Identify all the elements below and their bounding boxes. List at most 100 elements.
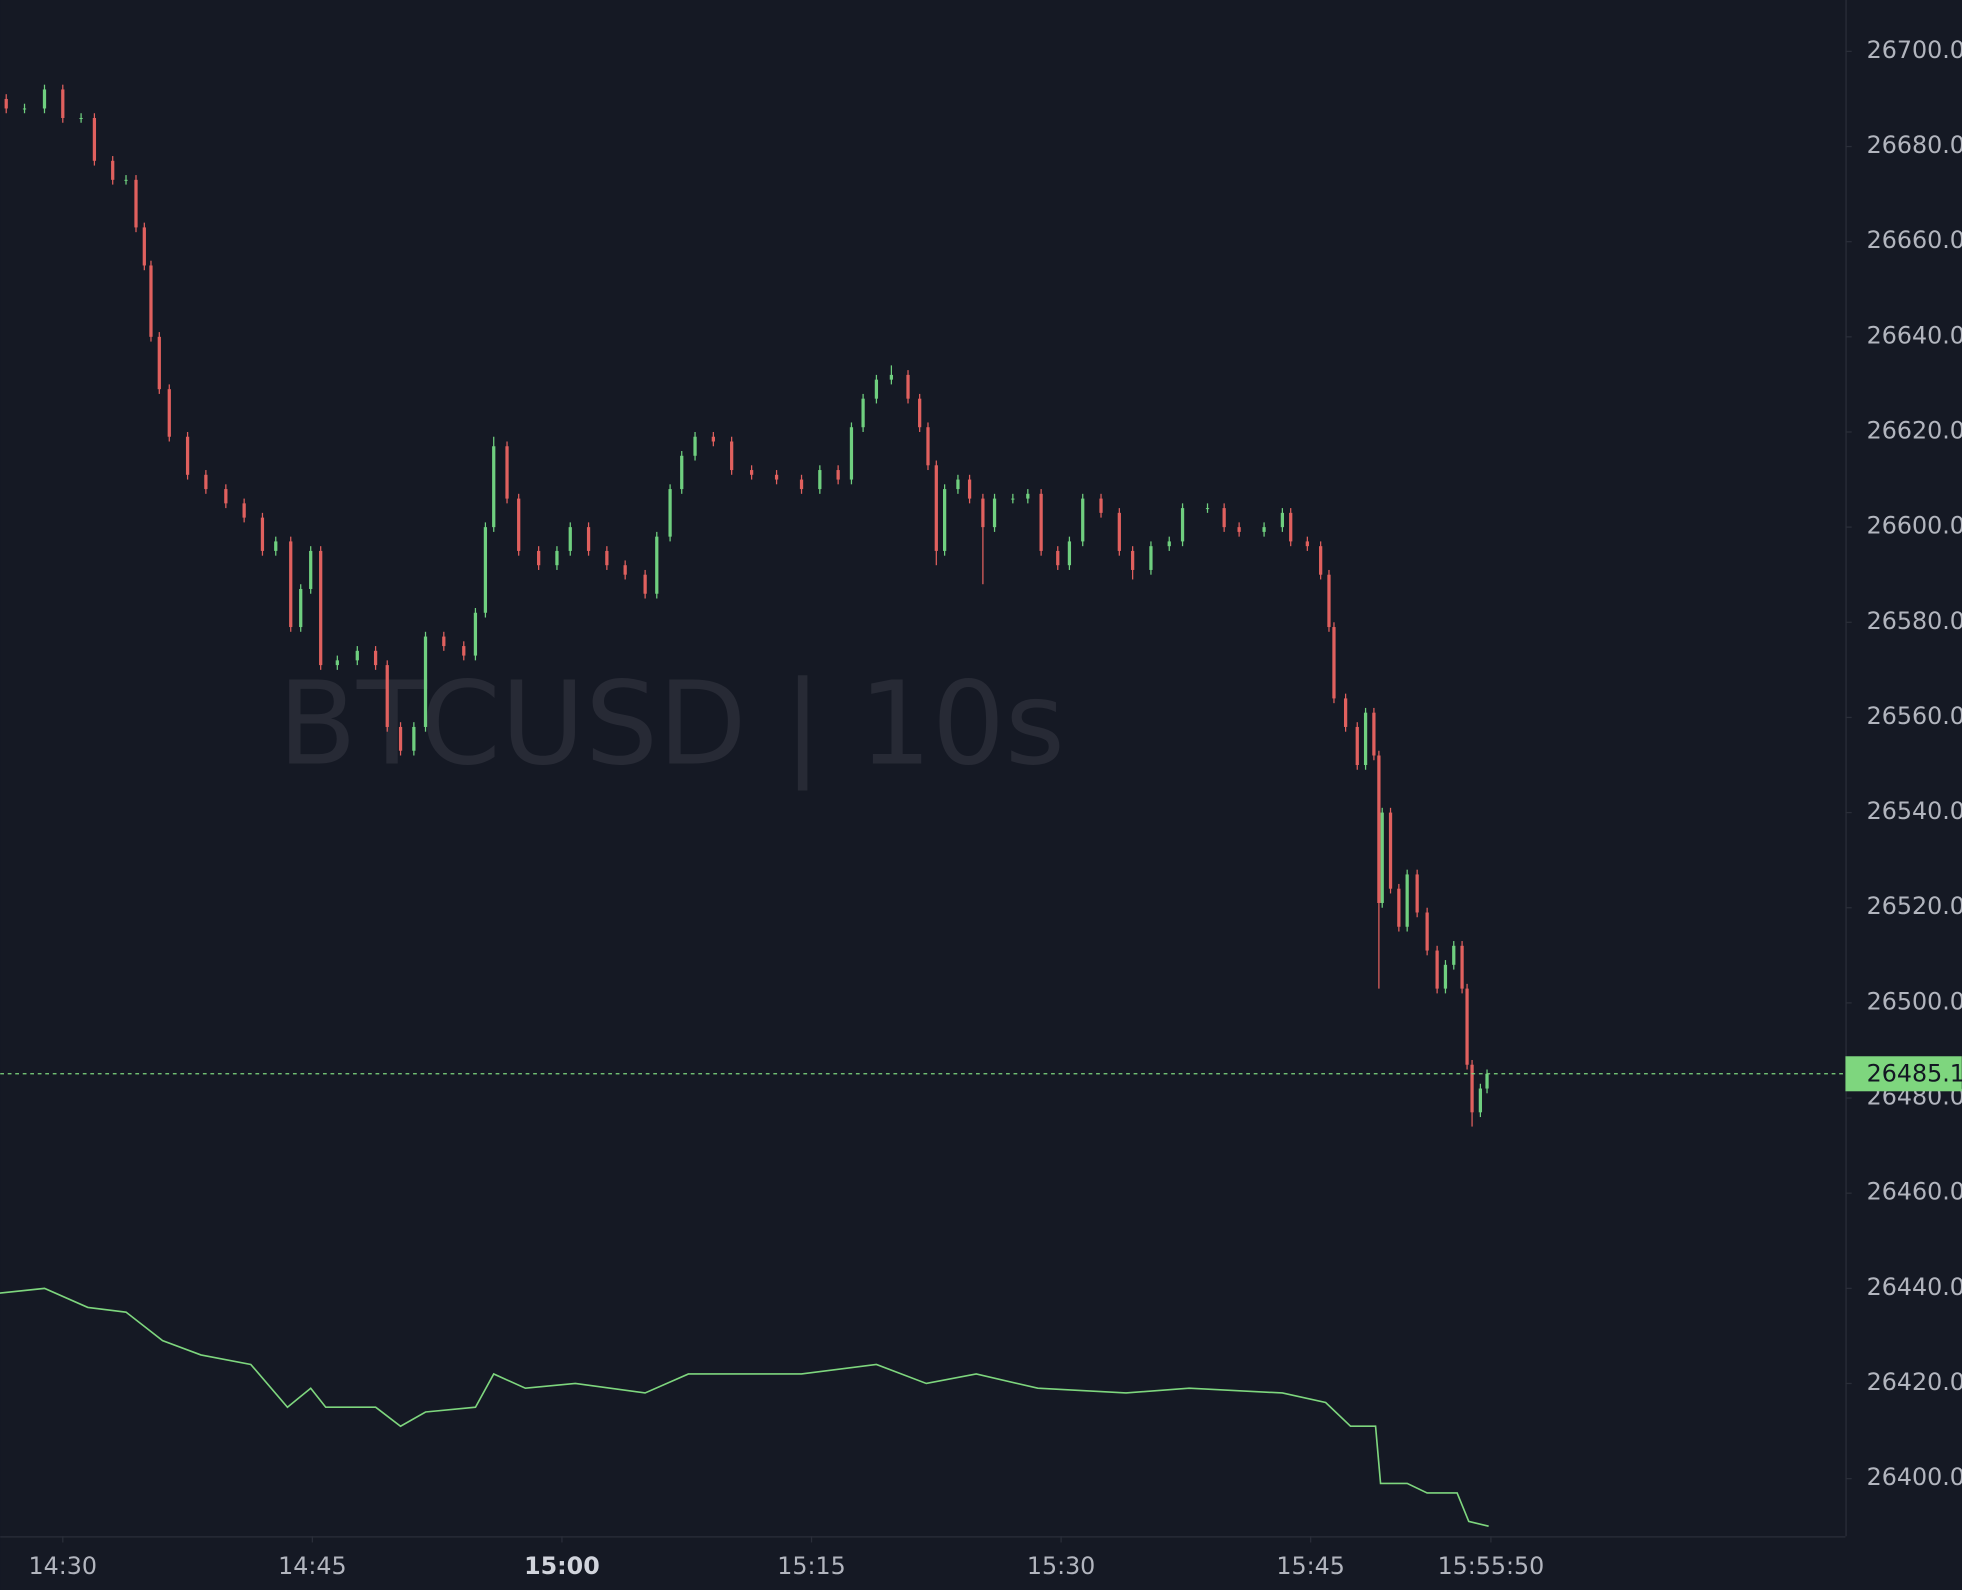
candle-body [889, 374, 894, 380]
candle-body [483, 527, 488, 613]
indicator-line [0, 1287, 1489, 1527]
candle-body [906, 374, 910, 399]
candle-body [1327, 574, 1331, 628]
candle-body [1011, 498, 1015, 500]
candle-body [335, 660, 339, 666]
last-price-box [1845, 1056, 1962, 1092]
candle-body [861, 398, 865, 428]
candle-body [655, 536, 659, 594]
candle-body [42, 89, 47, 109]
x-tick-label: 15:15 [777, 1552, 845, 1580]
candle-body [1380, 812, 1384, 903]
x-tick-label: 15:55:50 [1438, 1552, 1545, 1580]
candle-body [1056, 550, 1060, 566]
y-tick-label: 26400.0 [1867, 1463, 1962, 1491]
candle-body [1067, 541, 1072, 566]
y-tick-label: 26460.0 [1867, 1178, 1962, 1206]
candle-body [1355, 726, 1359, 766]
candle-body [4, 98, 8, 109]
x-tick-label: 14:45 [278, 1552, 346, 1580]
candle-body [568, 527, 572, 551]
candle-body [1388, 812, 1393, 889]
candle-body [92, 117, 97, 161]
candle-body [730, 441, 734, 471]
candle-body [473, 612, 478, 656]
candle-body [586, 527, 591, 551]
candle-body [537, 550, 541, 566]
candle-body [1099, 498, 1103, 513]
candle-body [385, 665, 389, 727]
candle-body [1372, 712, 1376, 756]
candle-body [61, 89, 65, 118]
candle-body [204, 474, 208, 490]
candle-body [1117, 512, 1121, 551]
candle-body [1478, 1088, 1483, 1113]
candle-body [1470, 1064, 1474, 1113]
candle-body [167, 389, 171, 437]
candle-body [1262, 527, 1266, 532]
candle-body [398, 726, 403, 751]
candle-body [1167, 541, 1171, 547]
y-tick-label: 26600.0 [1867, 512, 1962, 540]
candle-body [623, 565, 627, 575]
candle-body [1205, 508, 1210, 510]
candle-body [680, 455, 684, 490]
y-tick-label: 26520.0 [1867, 892, 1962, 920]
candle-body [1305, 541, 1309, 547]
y-tick-label: 26580.0 [1867, 607, 1962, 635]
candle-body [1081, 498, 1085, 542]
candle-body [1039, 493, 1043, 551]
candle-body [1289, 512, 1293, 542]
candle-body [1280, 512, 1285, 528]
y-tick-label: 26700.0 [1867, 36, 1962, 64]
candle-body [309, 550, 313, 589]
candle-body [319, 550, 323, 666]
candle-body [605, 550, 609, 566]
candle-body [22, 108, 27, 110]
candle-body [774, 474, 779, 480]
candle-body [517, 498, 521, 551]
candle-body [749, 470, 754, 475]
candle-body [79, 117, 83, 119]
candle-body [555, 550, 559, 566]
candle-body [492, 446, 496, 528]
candle-body [934, 465, 938, 551]
last-price-label: 26485.1 [1867, 1060, 1962, 1088]
x-tick-label: 15:00 [524, 1552, 600, 1580]
candle-body [981, 498, 985, 528]
candle-body [874, 379, 879, 399]
candle-body [1332, 627, 1336, 699]
candle-body [992, 498, 997, 528]
candle-body [1180, 508, 1185, 542]
candle-body [423, 636, 428, 727]
candle-body [1435, 950, 1439, 989]
candle-body [1363, 712, 1368, 766]
candle-body [142, 227, 146, 266]
candle-body [1026, 493, 1030, 499]
y-tick-label: 26440.0 [1867, 1273, 1962, 1301]
candle-body [643, 574, 647, 594]
x-tick-label: 15:45 [1276, 1552, 1344, 1580]
candle-body [1425, 912, 1429, 951]
y-tick-label: 26620.0 [1867, 416, 1962, 444]
candle-body [1343, 698, 1348, 727]
candle-body [1397, 888, 1401, 927]
candle-body [355, 650, 359, 661]
candle-body [134, 179, 138, 228]
candle-body [224, 489, 228, 504]
candle-body [1405, 874, 1409, 927]
candle-body [1237, 527, 1241, 532]
candle-body [1415, 874, 1419, 913]
candle-body [1149, 546, 1153, 570]
candle-body [1443, 964, 1448, 989]
candle-body [1485, 1073, 1489, 1089]
candle-body [157, 336, 161, 390]
candle-body [373, 650, 378, 666]
candle-body [926, 427, 930, 466]
watermark: BTCUSD | 10s [278, 658, 1065, 792]
candle-body [1465, 988, 1469, 1065]
candle-body [260, 517, 265, 551]
